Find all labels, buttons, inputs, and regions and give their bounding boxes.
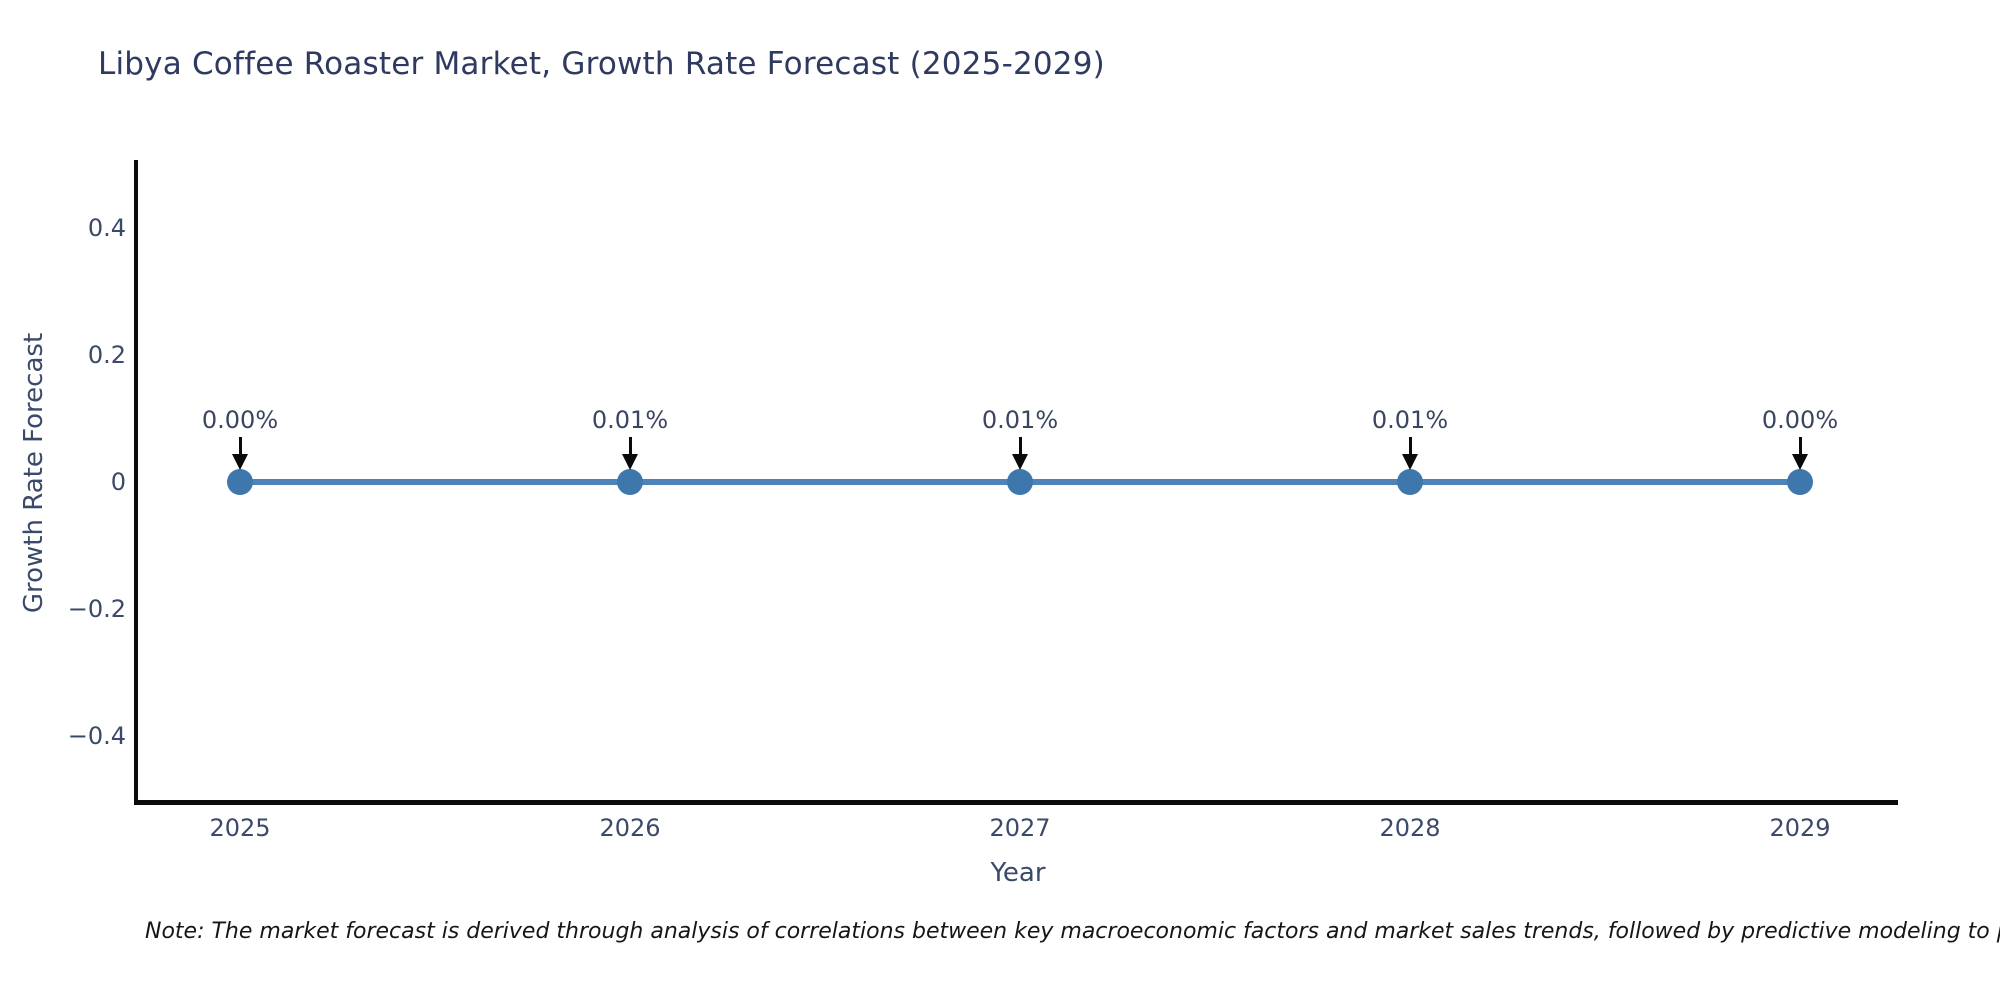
data-point bbox=[617, 468, 643, 495]
x-tick-label: 2025 bbox=[209, 814, 271, 842]
annotation-arrow-line bbox=[1408, 437, 1412, 455]
x-tick-label: 2026 bbox=[599, 814, 661, 842]
line-segment bbox=[1410, 478, 1800, 485]
x-tick-label: 2028 bbox=[1379, 814, 1441, 842]
x-axis-line bbox=[134, 800, 1898, 805]
line-segment bbox=[1020, 478, 1410, 485]
y-tick-label: 0 bbox=[110, 468, 126, 496]
y-tick-label: 0.4 bbox=[87, 214, 126, 242]
data-point bbox=[227, 469, 253, 495]
annotation-label: 0.00% bbox=[201, 406, 279, 434]
annotation-arrow-head bbox=[622, 454, 638, 470]
annotation-arrow-head bbox=[1012, 454, 1028, 470]
annotation-arrow-line bbox=[628, 437, 632, 455]
x-tick-label: 2027 bbox=[989, 814, 1051, 842]
annotation-label: 0.01% bbox=[591, 406, 669, 434]
y-tick-label: 0.2 bbox=[87, 341, 126, 369]
footnote: Note: The market forecast is derived thr… bbox=[145, 919, 2000, 944]
line-segment bbox=[240, 478, 630, 485]
annotation-label: 0.01% bbox=[1371, 406, 1449, 434]
line-segment bbox=[630, 478, 1020, 485]
y-axis-line bbox=[134, 160, 138, 805]
data-point bbox=[1397, 468, 1423, 495]
annotation-arrow-head bbox=[1402, 454, 1418, 470]
data-point bbox=[1007, 468, 1033, 495]
annotation-label: 0.00% bbox=[1761, 406, 1839, 434]
y-tick-label: −0.4 bbox=[67, 722, 126, 750]
y-tick-label: −0.2 bbox=[67, 595, 126, 623]
annotation-arrow-line bbox=[1018, 437, 1022, 455]
chart-title: Libya Coffee Roaster Market, Growth Rate… bbox=[98, 46, 1105, 82]
annotation-arrow-line bbox=[1798, 437, 1802, 455]
x-axis-title: Year bbox=[990, 858, 1046, 888]
annotation-label: 0.01% bbox=[981, 406, 1059, 434]
x-tick-label: 2029 bbox=[1769, 814, 1831, 842]
annotation-arrow-head bbox=[232, 454, 248, 470]
annotation-arrow-head bbox=[1792, 454, 1808, 470]
data-point bbox=[1787, 469, 1813, 495]
annotation-arrow-line bbox=[238, 437, 242, 455]
